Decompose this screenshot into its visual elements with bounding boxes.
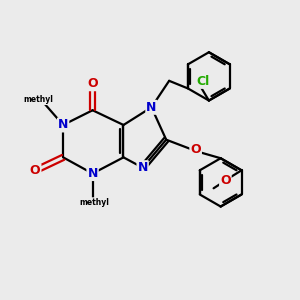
Text: N: N xyxy=(58,118,68,131)
Text: N: N xyxy=(137,161,148,174)
Text: O: O xyxy=(190,142,201,156)
Text: O: O xyxy=(87,77,98,90)
Text: O: O xyxy=(220,174,231,187)
Text: N: N xyxy=(146,101,157,114)
Text: N: N xyxy=(87,167,98,180)
Text: methyl: methyl xyxy=(79,198,109,207)
Text: methyl: methyl xyxy=(23,95,53,104)
Text: O: O xyxy=(30,164,40,177)
Text: Cl: Cl xyxy=(196,75,210,88)
